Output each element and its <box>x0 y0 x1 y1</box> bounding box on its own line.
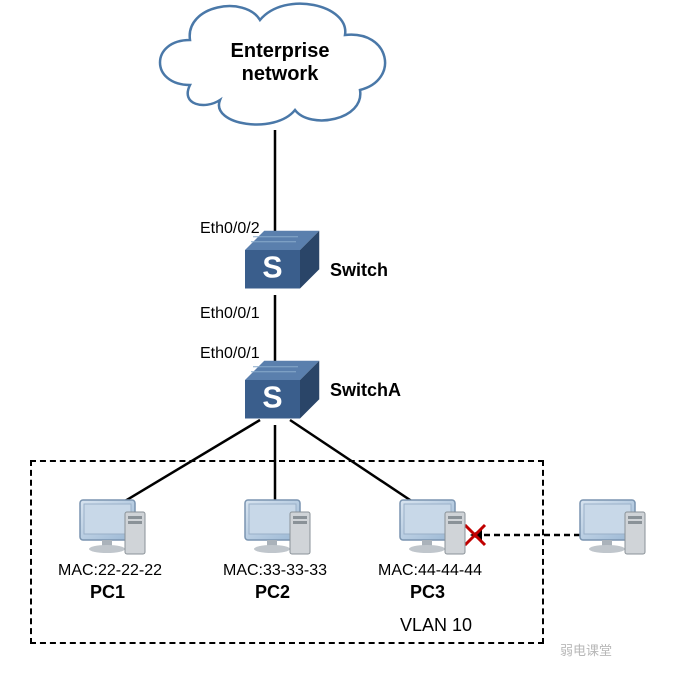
pc2-name: PC2 <box>255 582 290 603</box>
vlan-label: VLAN 10 <box>400 615 472 636</box>
switch-a-port-up: Eth0/0/1 <box>200 345 260 363</box>
switch-icon: S <box>245 231 319 289</box>
switch-a-label: SwitchA <box>330 380 401 401</box>
switch-port-up: Eth0/0/2 <box>200 220 260 238</box>
switch-port-down: Eth0/0/1 <box>200 305 260 323</box>
pc1-mac: MAC:22-22-22 <box>58 562 162 580</box>
pc2-mac: MAC:33-33-33 <box>223 562 327 580</box>
watermark: 弱电课堂 <box>560 640 612 659</box>
pc3-name: PC3 <box>410 582 445 603</box>
switch-label: Switch <box>330 260 388 281</box>
pc3-mac: MAC:44-44-44 <box>378 562 482 580</box>
pc-extra-icon <box>580 500 645 554</box>
svg-text:S: S <box>262 382 282 415</box>
switch-a-icon: S <box>245 361 319 419</box>
diagram-canvas: S S <box>0 0 678 674</box>
pc1-name: PC1 <box>90 582 125 603</box>
svg-text:S: S <box>262 252 282 285</box>
cloud-label-line1: Enterprise <box>210 40 350 63</box>
cloud-label-line2: network <box>210 63 350 86</box>
